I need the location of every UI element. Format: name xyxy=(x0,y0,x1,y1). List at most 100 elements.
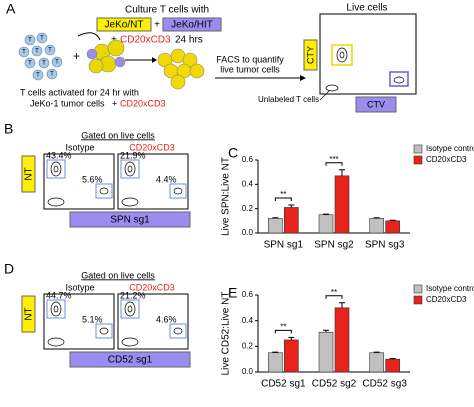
gate xyxy=(169,183,187,199)
percent: 43.4% xyxy=(46,150,72,160)
gate xyxy=(46,299,66,319)
legend-label: Isotype control xyxy=(426,284,474,293)
box xyxy=(303,39,318,71)
legend-swatch xyxy=(413,284,423,294)
panel-label: C xyxy=(228,145,238,161)
cell-label: T xyxy=(50,72,54,78)
text: JeKo/HIT xyxy=(171,20,213,31)
legend-label: CD20xCD3 xyxy=(426,295,467,304)
bar xyxy=(284,207,299,234)
density xyxy=(50,301,62,317)
y-tick-label: 0.2 xyxy=(242,204,254,213)
box xyxy=(69,351,191,368)
tumor-cells xyxy=(86,39,126,74)
cluster xyxy=(157,48,205,90)
annotation: *** xyxy=(329,155,338,164)
error-bar xyxy=(288,336,295,340)
density xyxy=(99,327,109,335)
y-tick-label: 0.6 xyxy=(242,155,254,164)
annotation: ** xyxy=(280,190,286,199)
x-tick-label: CD52 sg2 xyxy=(312,379,357,390)
cell-label: T xyxy=(48,48,52,54)
text: CD20xCD3 xyxy=(120,35,171,46)
density xyxy=(173,327,183,335)
text: CD52 sg1 xyxy=(108,355,153,366)
significance-bracket xyxy=(274,197,292,202)
text: + xyxy=(112,98,117,108)
text: Culture T cells with xyxy=(125,5,209,16)
box xyxy=(162,17,222,32)
gate xyxy=(120,159,140,179)
gate xyxy=(95,323,113,339)
percent: 4.4% xyxy=(156,174,177,184)
y-tick-label: 0.6 xyxy=(242,290,254,299)
y-tick-label: 0.2 xyxy=(242,341,254,350)
text: + xyxy=(154,20,160,31)
legend-swatch xyxy=(413,295,423,305)
gate xyxy=(169,323,187,339)
cell-label: T xyxy=(40,36,44,42)
gate xyxy=(46,159,66,179)
percent: 21.9% xyxy=(120,150,146,160)
gate xyxy=(95,183,113,199)
text: FACS to quantify xyxy=(216,54,284,64)
y-tick-label: 0.4 xyxy=(242,179,254,188)
text: NT xyxy=(24,167,35,180)
density xyxy=(124,301,136,317)
box xyxy=(355,96,397,113)
density xyxy=(127,165,133,173)
error-bar xyxy=(323,329,329,333)
density xyxy=(121,197,139,207)
panel-label: A xyxy=(6,1,16,17)
error-bar xyxy=(339,302,345,308)
gate xyxy=(331,44,353,66)
box xyxy=(21,295,36,333)
arrowhead xyxy=(300,75,306,81)
text: Unlabeled T cells xyxy=(258,95,319,104)
percent: 21.2% xyxy=(120,290,146,300)
error-bar xyxy=(373,351,380,353)
significance-bracket xyxy=(325,162,343,166)
density xyxy=(99,187,109,195)
bar xyxy=(318,331,334,373)
panel-label: D xyxy=(4,261,14,277)
text: CD20xCD3 xyxy=(120,98,166,108)
legend-swatch xyxy=(413,155,423,165)
density xyxy=(53,165,59,173)
percent: 5.1% xyxy=(82,314,103,324)
cell-label: T xyxy=(42,61,46,67)
annotation: ** xyxy=(331,288,337,297)
plot-frame xyxy=(117,293,189,350)
text: CTV xyxy=(367,99,385,109)
plot-frame xyxy=(117,153,189,210)
error-bar xyxy=(389,219,396,221)
y-tick-label: 0.4 xyxy=(242,316,254,325)
panel-label: B xyxy=(4,121,13,137)
density xyxy=(173,187,183,195)
density xyxy=(47,197,65,207)
text: Isotype xyxy=(65,282,94,292)
arrow xyxy=(77,32,101,41)
bar xyxy=(284,339,299,373)
error-bar xyxy=(272,351,279,353)
pointer xyxy=(319,89,331,101)
text: CTY xyxy=(305,46,315,64)
error-bar xyxy=(389,358,396,360)
x-tick-label: SPN sg1 xyxy=(264,240,304,251)
bar xyxy=(385,358,400,373)
bar xyxy=(268,352,283,373)
box xyxy=(96,17,152,32)
text: live tumor cells xyxy=(220,64,280,74)
text: NT xyxy=(24,307,35,320)
significance-bracket xyxy=(274,329,292,334)
x-tick-label: SPN sg2 xyxy=(314,240,354,251)
significance-bracket xyxy=(325,295,343,299)
y-axis-label: Live CD52:Live NT xyxy=(221,292,232,376)
t-cells xyxy=(18,32,63,81)
legend-swatch xyxy=(413,144,423,154)
text: T cells activated for 24 hr with xyxy=(20,87,139,97)
arrowhead xyxy=(152,57,157,63)
text: 24 hrs xyxy=(175,35,203,46)
plot-frame xyxy=(43,153,115,210)
